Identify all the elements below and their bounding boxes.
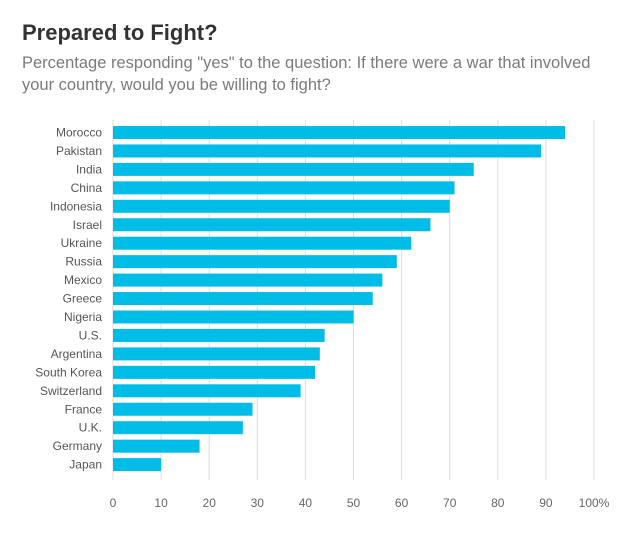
category-label-india: India [76,162,102,176]
category-label-israel: Israel [73,218,102,232]
category-label-nigeria: Nigeria [64,310,102,324]
category-label-germany: Germany [53,439,102,453]
category-label-u-s: U.S. [79,328,102,342]
tick-label-100: 100% [579,496,610,510]
bar-morocco [113,126,566,139]
bar-nigeria [113,310,354,324]
category-label-indonesia: Indonesia [50,199,102,213]
category-label-pakistan: Pakistan [56,144,102,158]
bar-israel [113,218,431,232]
tick-label-10: 10 [154,496,168,510]
tick-label-60: 60 [395,496,409,510]
tick-label-30: 30 [251,496,265,510]
category-label-china: China [71,181,103,195]
bar-france [113,402,253,416]
bar-south-korea [113,365,316,379]
category-label-greece: Greece [63,292,103,306]
bars [113,126,566,472]
tick-label-80: 80 [491,496,505,510]
bar-indonesia [113,199,450,213]
category-label-u-k: U.K. [79,421,102,435]
bar-switzerland [113,384,301,398]
chart-subtitle: Percentage responding "yes" to the quest… [22,54,591,94]
category-labels: Morocco Pakistan India China Indonesia Israel… [35,126,102,472]
category-label-south-korea: South Korea [35,365,102,379]
tick-label-0: 0 [110,496,117,510]
bar-pakistan [113,144,542,158]
bar-u-k [113,421,243,435]
bar-india [113,162,474,176]
category-label-switzerland: Switzerland [40,384,102,398]
bar-argentina [113,347,320,361]
tick-label-40: 40 [299,496,313,510]
category-label-france: France [65,402,103,416]
tick-label-70: 70 [443,496,457,510]
category-label-russia: Russia [65,255,102,269]
tick-label-50: 50 [347,496,361,510]
x-axis-tick-labels: 0 10 20 30 40 50 60 70 80 90 100% [110,496,610,510]
category-label-mexico: Mexico [64,273,102,287]
chart-title: Prepared to Fight? [22,20,218,45]
tick-label-90: 90 [539,496,553,510]
tick-label-20: 20 [203,496,217,510]
category-label-morocco: Morocco [56,126,102,140]
category-label-argentina: Argentina [51,347,103,361]
category-label-ukraine: Ukraine [61,236,103,250]
bar-china [113,181,455,195]
bar-greece [113,292,373,306]
bar-japan [113,458,162,472]
bar-russia [113,255,397,269]
category-label-japan: Japan [69,458,102,472]
bar-germany [113,439,200,453]
bar-mexico [113,273,383,287]
bar-ukraine [113,236,412,250]
bar-u-s [113,328,325,342]
